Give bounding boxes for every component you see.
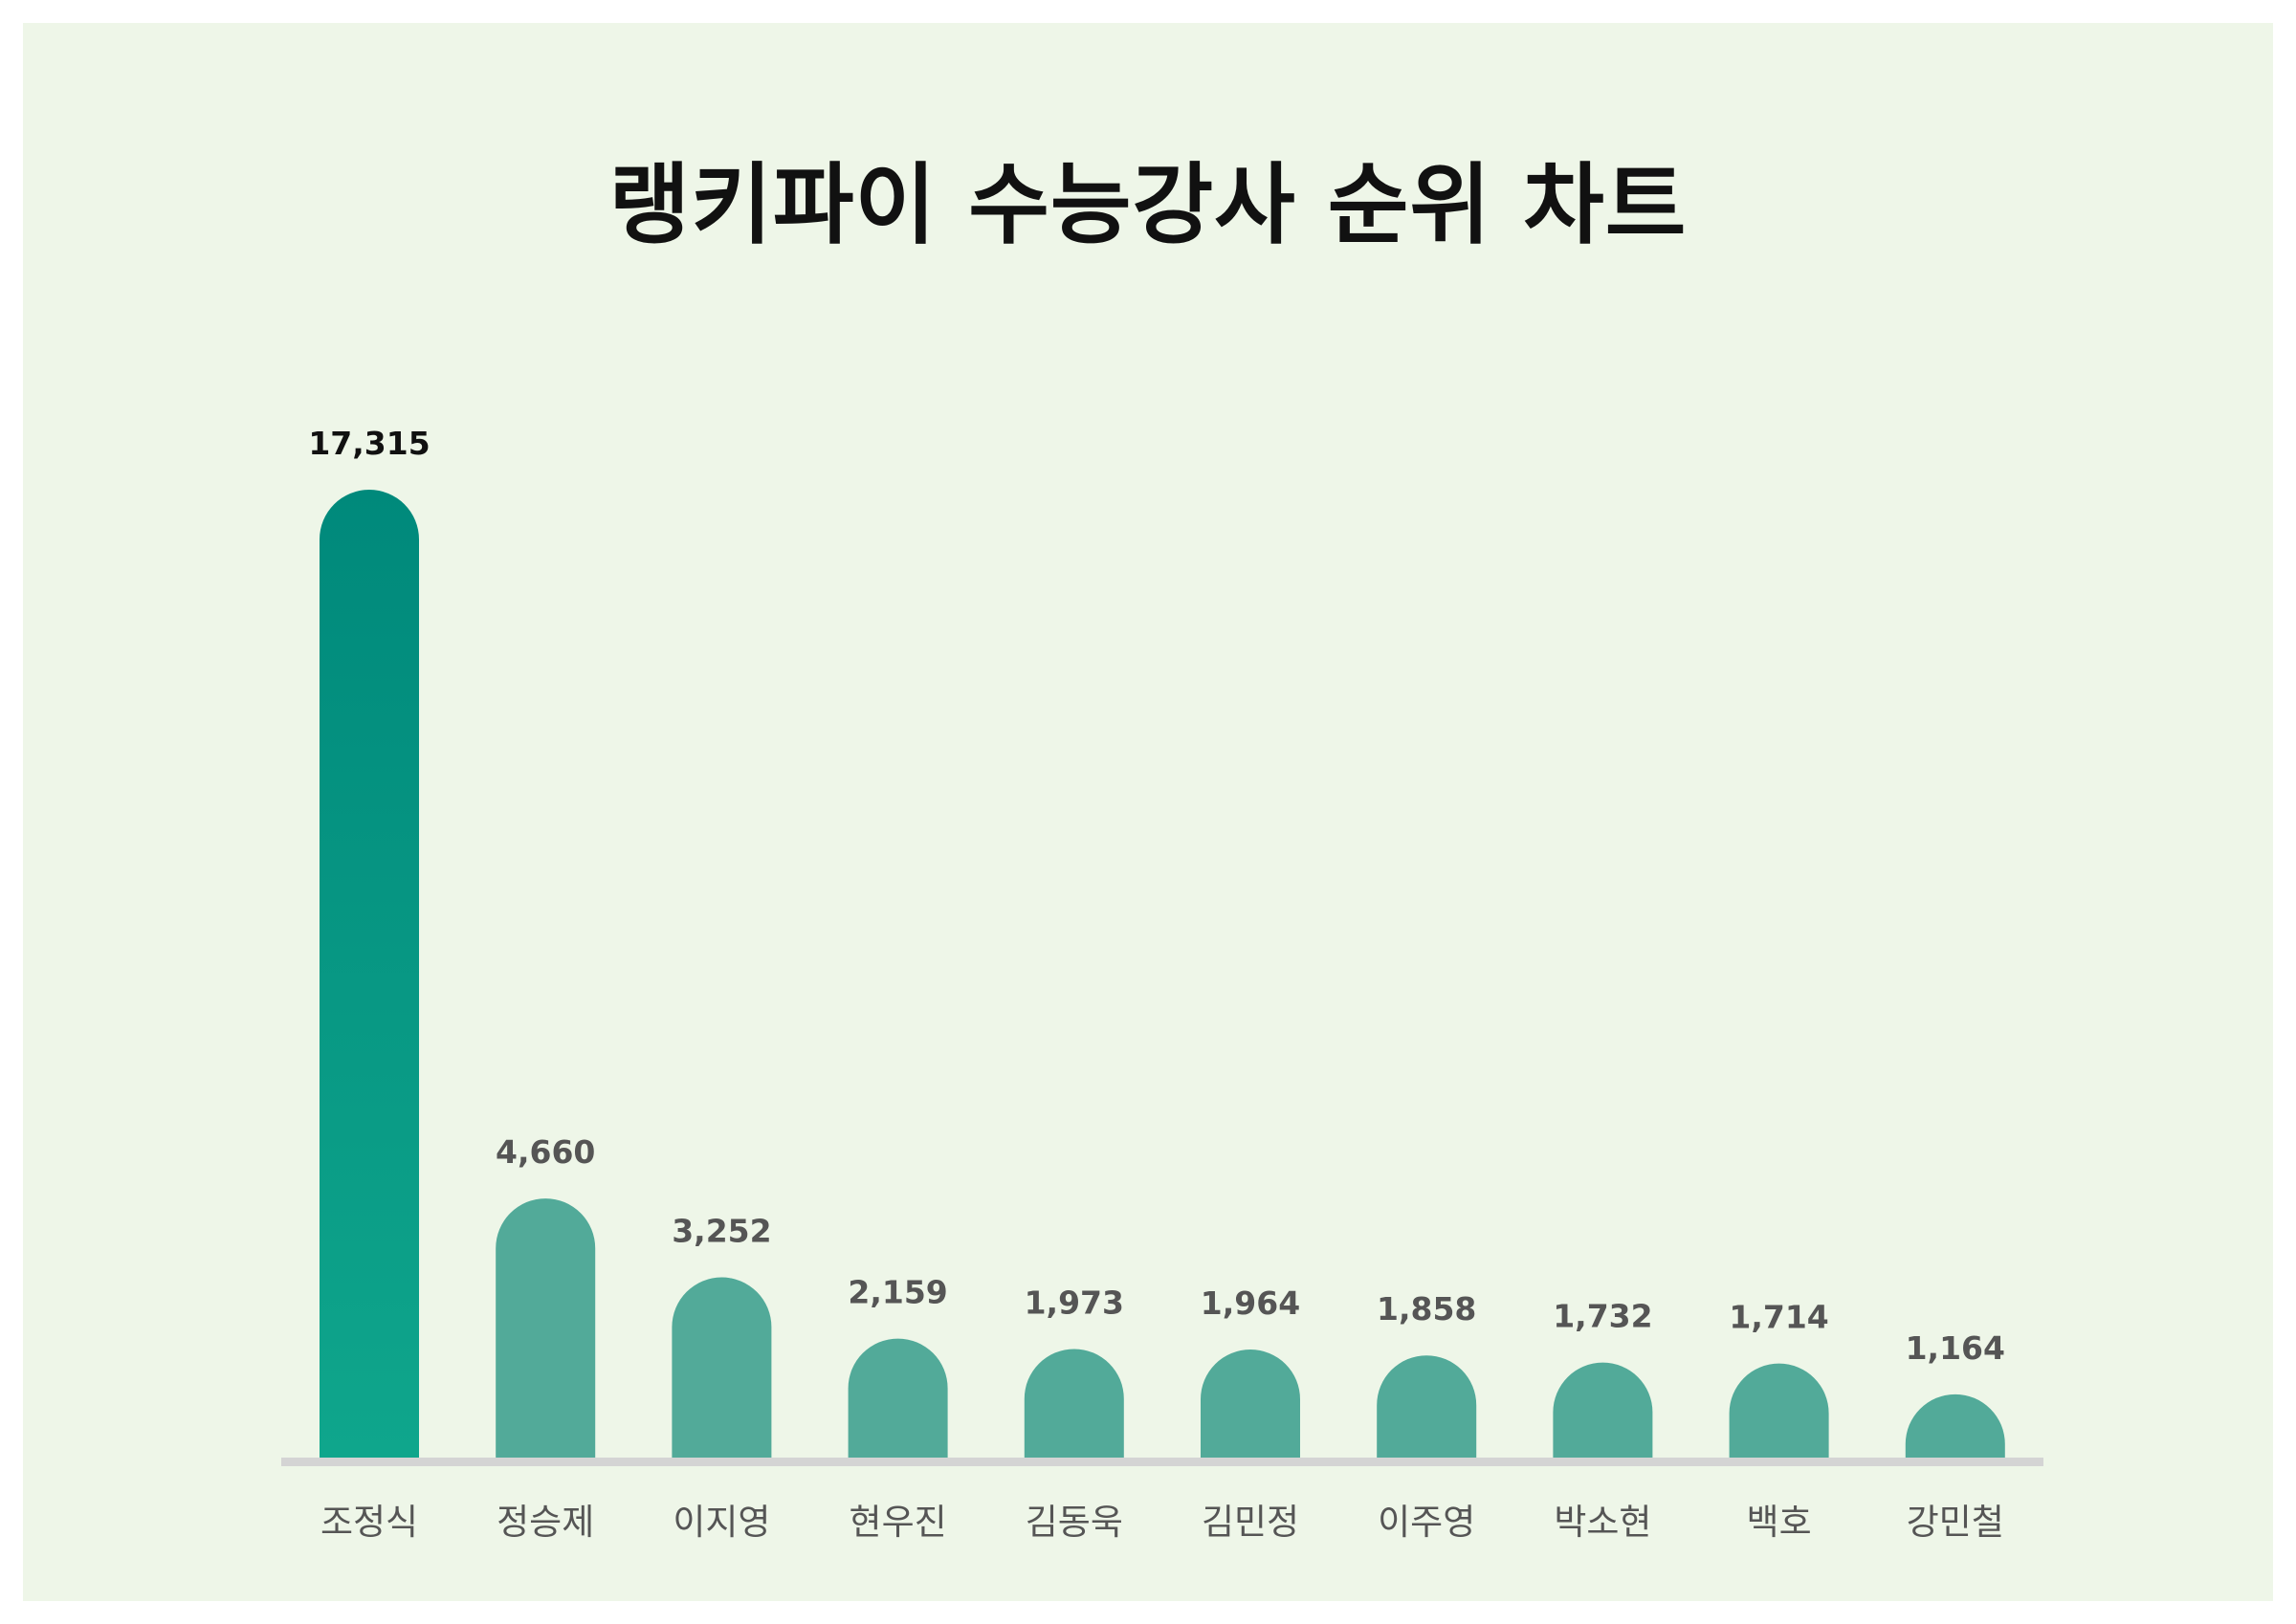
category-label: 박소현 (1554, 1502, 1651, 1543)
chart-title: 랭키파이 수능강사 순위 차트 (608, 154, 1688, 256)
category-label: 이지영 (673, 1502, 770, 1543)
bar-김동욱 (1024, 1349, 1124, 1459)
bar-박소현 (1553, 1362, 1653, 1459)
value-label: 2,159 (848, 1274, 947, 1311)
category-label: 이주영 (1378, 1502, 1475, 1543)
bars-group (320, 490, 2005, 1459)
value-label: 1,973 (1025, 1284, 1124, 1321)
bar-이주영 (1377, 1355, 1477, 1459)
bar-조정식 (320, 490, 419, 1459)
category-label: 김민정 (1202, 1502, 1299, 1543)
category-label: 백호 (1747, 1502, 1812, 1543)
value-label: 1,732 (1553, 1298, 1652, 1335)
bar-현우진 (848, 1338, 948, 1459)
bar-백호 (1729, 1363, 1829, 1459)
value-label: 1,858 (1377, 1290, 1476, 1328)
bar-이지영 (672, 1277, 772, 1459)
bar-강민철 (1905, 1394, 2005, 1459)
category-label: 정승제 (497, 1502, 594, 1543)
value-label: 3,252 (672, 1213, 771, 1250)
category-labels-group: 조정식 정승제 이지영 현우진 김동욱 김민정 이주영 박소현 백호 강민철 (320, 1502, 2004, 1543)
bar-정승제 (496, 1198, 596, 1459)
value-labels-group: 17,315 4,660 3,252 2,159 1,973 1,964 1,858 1,73… (308, 425, 2005, 1367)
value-label: 1,714 (1729, 1299, 1828, 1336)
category-label: 조정식 (320, 1502, 418, 1543)
value-label: 1,164 (1906, 1329, 2005, 1367)
category-label: 현우진 (850, 1502, 947, 1543)
bar-김민정 (1201, 1349, 1300, 1459)
category-label: 강민철 (1907, 1502, 2004, 1543)
x-axis-baseline (281, 1458, 2043, 1466)
value-label: 1,964 (1201, 1284, 1300, 1322)
value-label: 4,660 (496, 1133, 595, 1171)
value-label: 17,315 (308, 425, 430, 462)
category-label: 김동욱 (1026, 1502, 1123, 1543)
